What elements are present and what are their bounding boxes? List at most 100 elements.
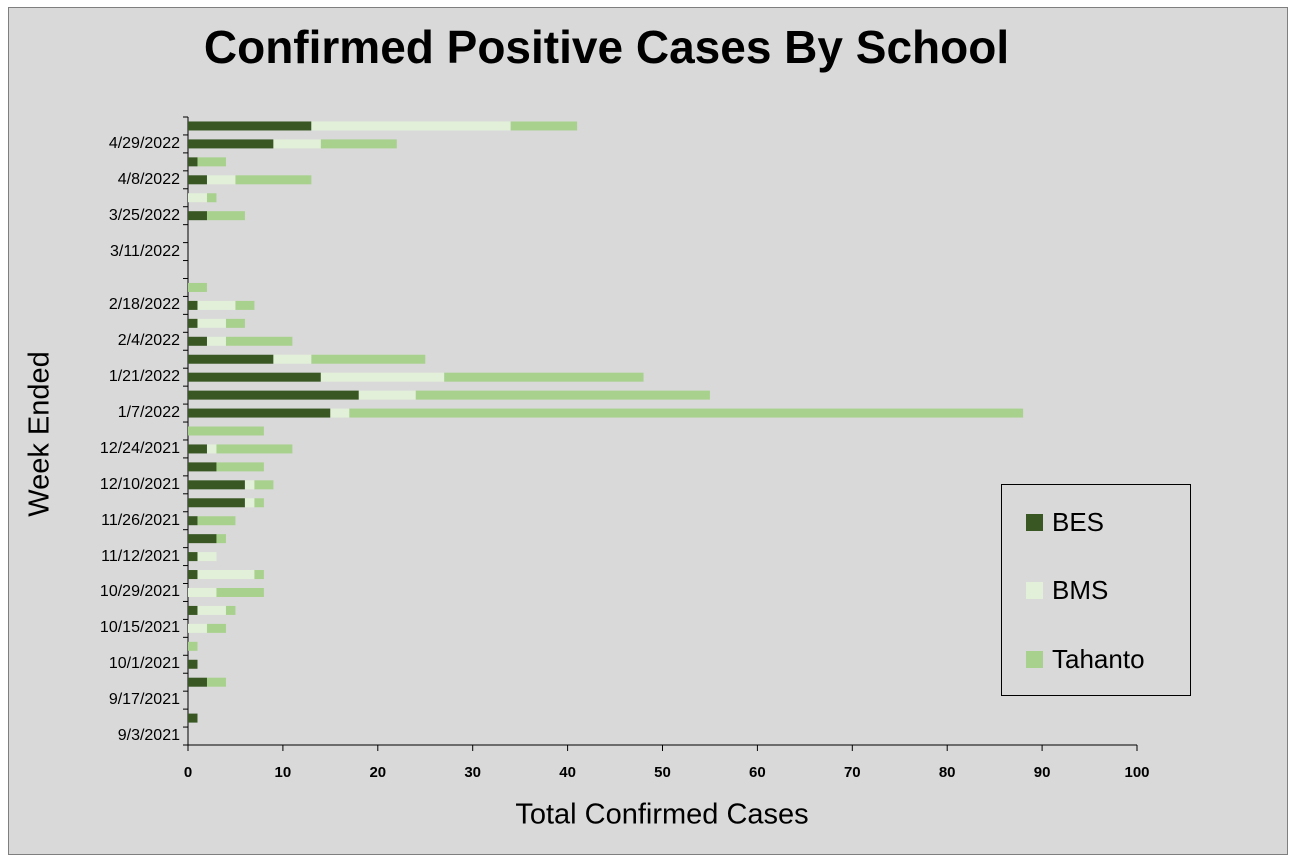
bar-tahanto [188,282,207,292]
bar-bes [188,534,217,544]
bar-tahanto [216,462,264,472]
y-tick-label: 9/17/2021 [108,691,180,709]
y-tick-label: 12/24/2021 [99,439,180,457]
bar-bes [188,390,359,400]
bar-tahanto [206,211,245,221]
bar-tahanto [311,354,426,364]
bar-tahanto [225,605,236,615]
x-tick-label: 60 [749,764,766,781]
bar-tahanto [216,587,264,597]
x-axis-title: Total Confirmed Cases [515,798,809,831]
bar-bes [188,713,198,723]
bar-bes [188,570,198,580]
bar-tahanto [235,300,255,310]
bar-tahanto [216,444,293,454]
bar-bes [188,516,198,526]
y-tick-label: 10/15/2021 [99,619,180,637]
bar-tahanto [216,534,226,544]
bar-bes [188,677,207,687]
bar-bes [188,300,198,310]
bar-tahanto [320,139,397,149]
bar-bes [188,121,312,131]
bar-bes [188,354,274,364]
bar-bes [188,318,198,328]
x-tick-label: 30 [464,764,482,781]
bar-tahanto [235,175,312,185]
bar-tahanto [206,677,226,687]
bar-tahanto [349,408,1024,418]
y-tick-label: 10/29/2021 [99,583,180,601]
bar-tahanto [254,498,264,508]
bar-bes [188,659,198,669]
bar-tahanto [444,372,644,382]
y-tick-label: 11/26/2021 [101,511,180,529]
bar-tahanto [225,318,245,328]
bar-tahanto [510,121,578,131]
legend-label-bms: BMS [1052,574,1109,605]
x-tick-label: 50 [654,764,671,781]
y-tick-label: 12/10/2021 [99,475,180,493]
bar-bms [330,408,350,418]
bar-bes [188,336,207,346]
chart-title: Confirmed Positive Cases By School [203,21,1010,73]
bar-tahanto [254,570,264,580]
bar-bms [188,623,207,633]
bar-tahanto [225,336,293,346]
legend: BES BMS Tahanto [1001,484,1191,696]
bar-bms [244,480,255,490]
legend-swatch-tahanto [1026,650,1043,668]
bar-tahanto [197,516,236,526]
bar-bes [188,444,207,454]
bar-tahanto [415,390,710,400]
bar-bes [188,372,321,382]
legend-label-tahanto: Tahanto [1052,643,1145,674]
y-tick-label: 4/29/2022 [108,134,180,152]
x-tick-label: 70 [843,764,861,781]
y-tick-label: 3/25/2022 [108,206,180,224]
y-tick-label: 9/3/2021 [117,727,180,745]
bar-bms [188,193,207,203]
legend-item-bes: BES [1026,507,1104,537]
bar-bes [188,408,331,418]
bar-tahanto [206,623,226,633]
legend-swatch-bms [1026,581,1043,599]
bar-bes [188,139,274,149]
bar-bms [273,354,312,364]
y-tick-label: 2/4/2022 [117,332,180,350]
legend-item-tahanto: Tahanto [1026,644,1145,674]
bar-bms [358,390,416,400]
bar-bes [188,211,207,221]
y-tick-label: 1/21/2022 [108,368,180,386]
x-tick-label: 10 [274,764,292,781]
bar-tahanto [254,480,274,490]
bar-tahanto [188,426,264,436]
y-tick-label: 1/7/2022 [117,404,180,422]
legend-label-bes: BES [1052,506,1105,537]
bar-bes [188,462,217,472]
x-tick-label: 20 [369,764,387,781]
legend-item-bms: BMS [1026,575,1108,605]
bar-bes [188,605,198,615]
bar-bes [188,157,198,167]
bar-bms [197,318,226,328]
y-tick-label: 10/1/2021 [108,655,180,673]
bar-bms [311,121,511,131]
bar-bms [273,139,321,149]
bar-bes [188,175,207,185]
bar-bes [188,498,245,508]
bar-bms [206,175,236,185]
bar-bms [197,605,226,615]
bar-bes [188,480,245,490]
bar-tahanto [188,641,198,651]
bar-bms [197,552,217,562]
bar-bms [197,300,236,310]
bar-tahanto [197,157,226,167]
x-tick-label: 90 [1033,764,1051,781]
bar-bms [197,570,255,580]
bar-bms [320,372,445,382]
bar-bms [244,498,255,508]
y-tick-label: 11/12/2021 [101,547,180,565]
bar-bes [188,552,198,562]
y-tick-label: 2/18/2022 [108,296,180,314]
x-tick-label: 0 [183,764,193,781]
